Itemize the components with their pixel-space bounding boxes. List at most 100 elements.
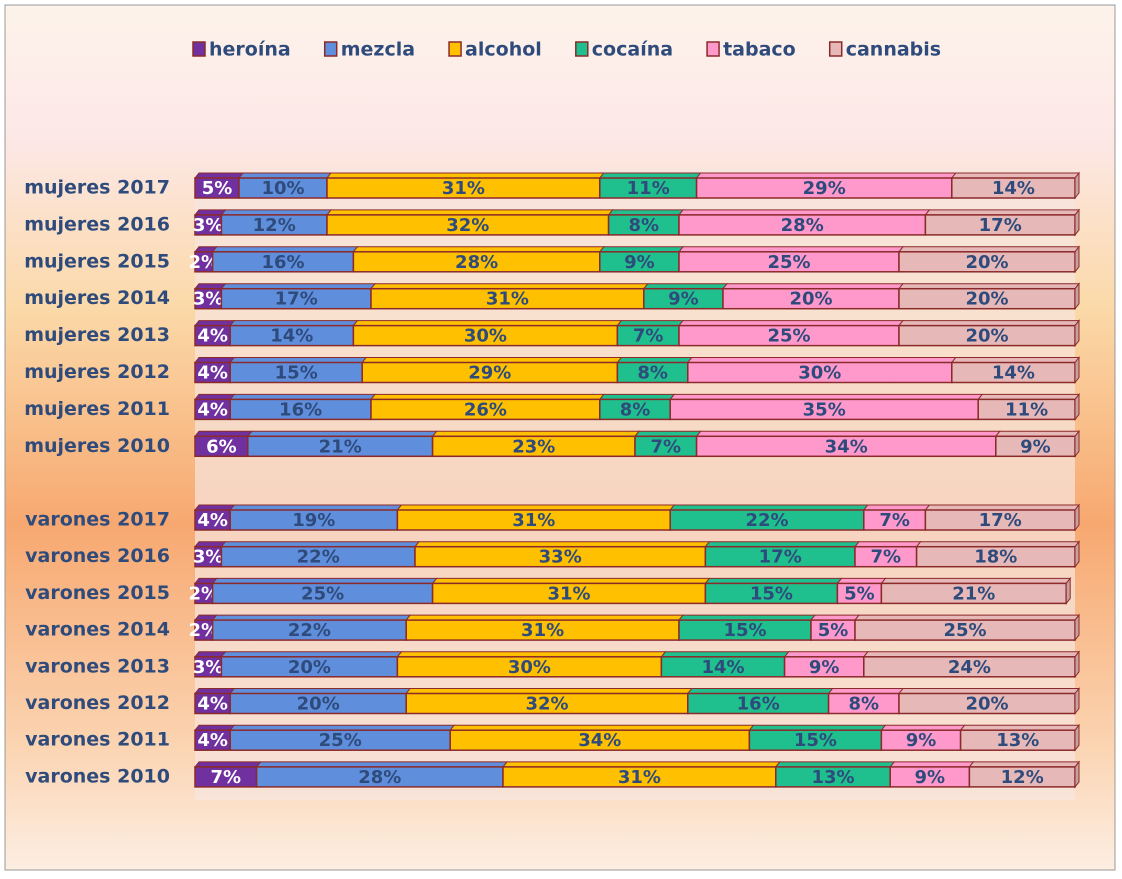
bar-end (1074, 392, 1080, 421)
data-label: 25% (301, 583, 344, 604)
data-label: 4% (197, 510, 228, 531)
data-label: 20% (297, 694, 340, 715)
data-label: 31% (442, 178, 485, 199)
y-tick-label: varones 2012 (25, 692, 170, 714)
y-tick-label: mujeres 2015 (24, 250, 170, 272)
data-label: 15% (275, 363, 318, 384)
data-label: 17% (979, 510, 1022, 531)
data-label: 4% (197, 363, 228, 384)
data-label: 22% (288, 620, 331, 641)
data-label: 20% (965, 694, 1008, 715)
bar-end (1074, 319, 1080, 348)
legend-swatch (828, 41, 843, 57)
y-tick-label: varones 2014 (25, 619, 170, 641)
data-label: 34% (578, 730, 621, 751)
data-label: 13% (996, 730, 1039, 751)
y-tick-label: varones 2013 (25, 655, 170, 677)
bar-end (1074, 503, 1080, 532)
legend-swatch (448, 41, 462, 57)
data-label: 2% (189, 620, 220, 641)
data-label: 20% (965, 289, 1008, 310)
legend-swatch (192, 41, 206, 57)
data-label: 9% (624, 252, 655, 273)
data-label: 7% (633, 326, 664, 347)
data-label: 8% (637, 363, 668, 384)
data-label: 29% (468, 363, 511, 384)
data-label: 8% (629, 215, 660, 236)
data-label: 7% (879, 510, 910, 531)
bar-end (1074, 723, 1080, 752)
data-label: 5% (844, 583, 875, 604)
data-label: 3% (193, 289, 224, 310)
data-label: 5% (818, 620, 849, 641)
bar-end (1074, 356, 1080, 384)
y-tick-label: mujeres 2017 (24, 177, 170, 199)
bar-end (1074, 429, 1080, 458)
data-label: 4% (197, 730, 228, 751)
y-tick-label: varones 2017 (25, 509, 170, 531)
bar-end (1074, 245, 1080, 274)
data-label: 21% (952, 583, 995, 604)
data-label: 7% (211, 767, 242, 788)
data-label: 32% (446, 215, 489, 236)
data-label: 31% (547, 583, 590, 604)
data-label: 13% (811, 767, 854, 788)
data-label: 34% (825, 436, 868, 457)
data-label: 23% (512, 436, 555, 457)
data-label: 4% (197, 326, 228, 347)
data-label: 20% (965, 252, 1008, 273)
data-label: 17% (759, 547, 802, 568)
legend-swatch (323, 41, 338, 57)
data-label: 20% (789, 289, 832, 310)
data-label: 22% (745, 510, 788, 531)
bar-end (1074, 171, 1080, 200)
data-label: 14% (270, 326, 313, 347)
data-label: 12% (253, 215, 296, 236)
data-label: 30% (508, 657, 551, 678)
data-label: 30% (464, 326, 507, 347)
y-tick-label: varones 2015 (25, 582, 170, 604)
data-label: 25% (319, 730, 362, 751)
data-label: 25% (767, 326, 810, 347)
legend-label: cocaína (592, 39, 673, 61)
data-label: 3% (193, 657, 224, 678)
data-label: 7% (871, 547, 902, 568)
data-label: 4% (197, 694, 228, 715)
data-label: 35% (803, 399, 846, 420)
data-label: 20% (288, 657, 331, 678)
data-label: 28% (455, 252, 498, 273)
y-tick-label: varones 2010 (25, 765, 170, 787)
data-label: 3% (193, 547, 224, 568)
legend-label: tabaco (723, 39, 796, 61)
data-label: 9% (809, 657, 840, 678)
data-label: 14% (992, 363, 1035, 384)
y-tick-label: mujeres 2011 (24, 398, 170, 420)
legend-label: mezcla (341, 39, 415, 61)
data-label: 25% (767, 252, 810, 273)
data-label: 31% (618, 767, 661, 788)
data-label: 16% (279, 399, 322, 420)
data-label: 26% (464, 399, 507, 420)
data-label: 15% (750, 583, 793, 604)
data-label: 28% (781, 215, 824, 236)
data-label: 15% (794, 730, 837, 751)
data-label: 17% (275, 289, 318, 310)
data-label: 29% (803, 178, 846, 199)
legend-swatch (575, 41, 589, 57)
bar-end (1074, 540, 1080, 569)
data-label: 16% (261, 252, 304, 273)
data-label: 8% (620, 399, 651, 420)
data-label: 9% (906, 730, 937, 751)
bar-end (1074, 613, 1080, 642)
data-label: 11% (627, 178, 670, 199)
data-label: 24% (948, 657, 991, 678)
y-tick-label: mujeres 2012 (24, 361, 170, 383)
data-label: 9% (668, 289, 699, 310)
bar-end (1074, 208, 1080, 237)
data-label: 9% (915, 767, 946, 788)
data-label: 31% (486, 289, 529, 310)
data-label: 3% (193, 215, 224, 236)
legend-label: heroína (209, 39, 291, 61)
y-tick-label: mujeres 2010 (24, 435, 170, 457)
